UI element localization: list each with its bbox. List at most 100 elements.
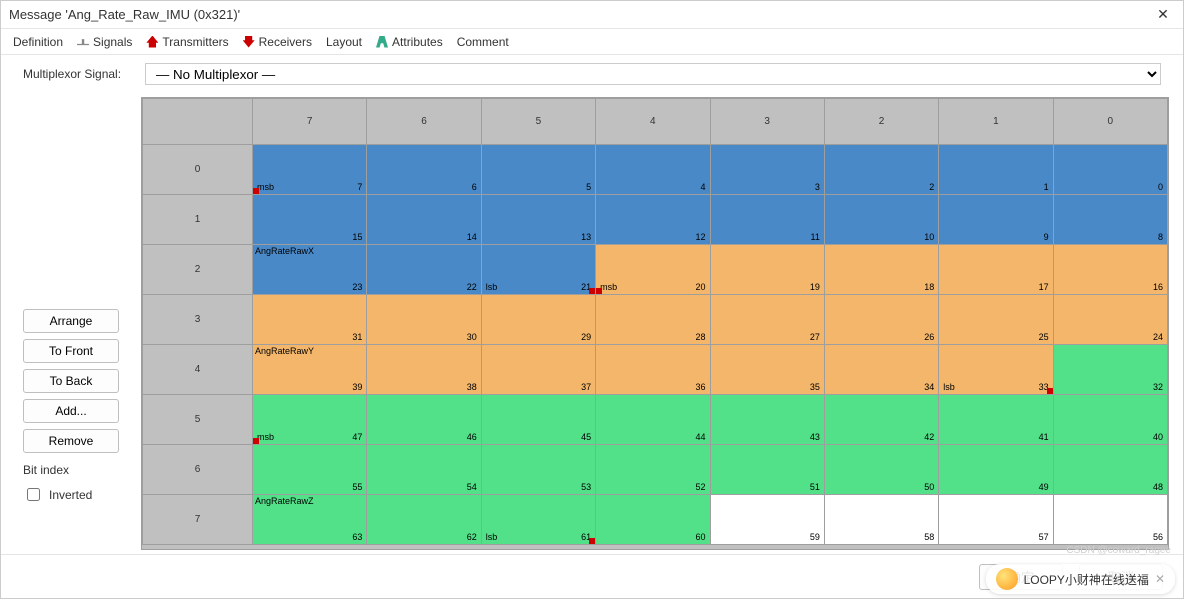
layout-cell[interactable]: 54: [367, 445, 481, 495]
sun-icon: [996, 568, 1018, 590]
layout-cell[interactable]: 2: [824, 145, 938, 195]
close-icon[interactable]: ✕: [1151, 3, 1175, 27]
layout-cell[interactable]: 62: [367, 495, 481, 545]
layout-cell[interactable]: 10: [824, 195, 938, 245]
layout-cell[interactable]: 15: [253, 195, 367, 245]
layout-cell[interactable]: 12: [596, 195, 710, 245]
layout-cell[interactable]: 3: [710, 145, 824, 195]
remove-button[interactable]: Remove: [23, 429, 119, 453]
layout-cell[interactable]: 5: [481, 145, 595, 195]
msb-tag: msb: [257, 182, 274, 192]
layout-cell[interactable]: 55: [253, 445, 367, 495]
layout-cell[interactable]: 50: [824, 445, 938, 495]
layout-cell[interactable]: 1: [939, 145, 1053, 195]
multiplexor-select[interactable]: — No Multiplexor —: [145, 63, 1161, 85]
layout-cell[interactable]: 34: [824, 345, 938, 395]
tab-definition[interactable]: Definition: [13, 35, 63, 49]
layout-cell[interactable]: 57: [939, 495, 1053, 545]
layout-cell[interactable]: 52: [596, 445, 710, 495]
layout-cell[interactable]: 11: [710, 195, 824, 245]
tab-transmitters[interactable]: Transmitters: [146, 35, 228, 49]
layout-cell[interactable]: 45: [481, 395, 595, 445]
layout-cell[interactable]: 35: [710, 345, 824, 395]
layout-cell[interactable]: 47msb: [253, 395, 367, 445]
layout-cell[interactable]: 33lsb: [939, 345, 1053, 395]
layout-cell[interactable]: 32: [1053, 345, 1167, 395]
layout-cell[interactable]: 59: [710, 495, 824, 545]
layout-cell[interactable]: 20msb: [596, 245, 710, 295]
arrange-button[interactable]: Arrange: [23, 309, 119, 333]
layout-cell[interactable]: 40: [1053, 395, 1167, 445]
layout-cell[interactable]: 36: [596, 345, 710, 395]
layout-cell[interactable]: 38: [367, 345, 481, 395]
layout-cell[interactable]: 37: [481, 345, 595, 395]
floating-promo[interactable]: LOOPY小财神在线送福 ✕: [986, 564, 1175, 594]
lsb-marker: [1047, 388, 1053, 394]
layout-cell[interactable]: 58: [824, 495, 938, 545]
layout-cell[interactable]: 63AngRateRawZ: [253, 495, 367, 545]
to-front-button[interactable]: To Front: [23, 339, 119, 363]
layout-cell[interactable]: 53: [481, 445, 595, 495]
signal-label: AngRateRawZ: [255, 496, 314, 506]
layout-cell[interactable]: 21lsb: [481, 245, 595, 295]
layout-cell[interactable]: 7msb: [253, 145, 367, 195]
layout-cell[interactable]: 60: [596, 495, 710, 545]
layout-cell[interactable]: 30: [367, 295, 481, 345]
layout-cell[interactable]: 46: [367, 395, 481, 445]
layout-cell[interactable]: 29: [481, 295, 595, 345]
tab-signals-label: Signals: [93, 35, 132, 49]
signal-label: AngRateRawX: [255, 246, 314, 256]
layout-cell[interactable]: 56: [1053, 495, 1167, 545]
to-back-button[interactable]: To Back: [23, 369, 119, 393]
bit-number: 15: [352, 232, 362, 242]
layout-cell[interactable]: 22: [367, 245, 481, 295]
layout-cell[interactable]: 49: [939, 445, 1053, 495]
layout-cell[interactable]: 9: [939, 195, 1053, 245]
layout-cell[interactable]: 19: [710, 245, 824, 295]
layout-cell[interactable]: 61lsb: [481, 495, 595, 545]
add-button[interactable]: Add...: [23, 399, 119, 423]
layout-cell[interactable]: 26: [824, 295, 938, 345]
tab-signals[interactable]: Signals: [77, 35, 132, 49]
bit-number: 55: [352, 482, 362, 492]
inverted-checkbox[interactable]: [27, 488, 40, 501]
layout-cell[interactable]: 41: [939, 395, 1053, 445]
layout-cell[interactable]: 25: [939, 295, 1053, 345]
layout-grid-scroll[interactable]: 76543210 07msb6543210115141312111098223A…: [142, 98, 1168, 549]
layout-cell[interactable]: 31: [253, 295, 367, 345]
tab-layout[interactable]: Layout: [326, 35, 362, 49]
bit-number: 6: [472, 182, 477, 192]
layout-cell[interactable]: 27: [710, 295, 824, 345]
layout-cell[interactable]: 8: [1053, 195, 1167, 245]
layout-cell[interactable]: 13: [481, 195, 595, 245]
layout-cell[interactable]: 4: [596, 145, 710, 195]
layout-cell[interactable]: 39AngRateRawY: [253, 345, 367, 395]
bit-number: 46: [467, 432, 477, 442]
layout-cell[interactable]: 6: [367, 145, 481, 195]
layout-col-header: 2: [824, 99, 938, 145]
layout-cell[interactable]: 23AngRateRawX: [253, 245, 367, 295]
bit-number: 17: [1039, 282, 1049, 292]
body-area: Arrange To Front To Back Add... Remove B…: [1, 93, 1183, 554]
layout-cell[interactable]: 48: [1053, 445, 1167, 495]
tab-receivers[interactable]: Receivers: [243, 35, 312, 49]
layout-cell[interactable]: 24: [1053, 295, 1167, 345]
bit-number: 31: [352, 332, 362, 342]
layout-cell[interactable]: 14: [367, 195, 481, 245]
tab-comment[interactable]: Comment: [457, 35, 509, 49]
layout-cell[interactable]: 44: [596, 395, 710, 445]
layout-cell[interactable]: 42: [824, 395, 938, 445]
tab-attributes[interactable]: Attributes: [376, 35, 443, 49]
bit-number: 11: [811, 232, 820, 242]
layout-cell[interactable]: 18: [824, 245, 938, 295]
floating-promo-close-icon[interactable]: ✕: [1155, 572, 1165, 586]
layout-cell[interactable]: 51: [710, 445, 824, 495]
layout-cell[interactable]: 16: [1053, 245, 1167, 295]
layout-cell[interactable]: 0: [1053, 145, 1167, 195]
layout-col-header: 4: [596, 99, 710, 145]
layout-cell[interactable]: 28: [596, 295, 710, 345]
msb-marker: [253, 188, 259, 194]
layout-cell[interactable]: 43: [710, 395, 824, 445]
layout-cell[interactable]: 17: [939, 245, 1053, 295]
tab-receivers-label: Receivers: [259, 35, 312, 49]
